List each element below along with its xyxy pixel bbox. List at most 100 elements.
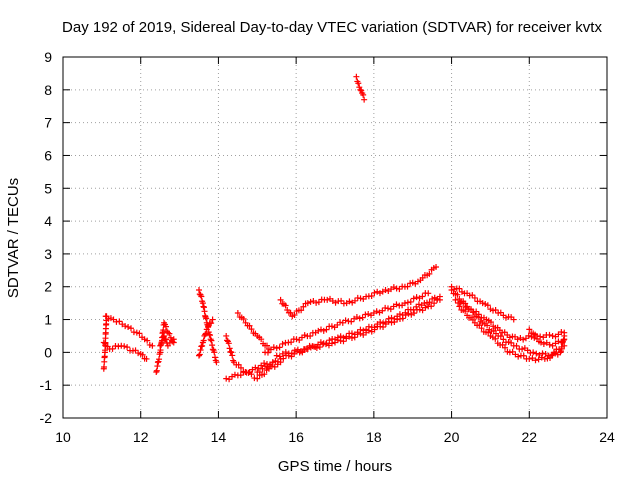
data-point xyxy=(202,330,209,337)
data-point xyxy=(122,323,129,330)
data-point xyxy=(282,302,289,309)
y-tick-label: 8 xyxy=(44,82,52,98)
data-point xyxy=(542,350,549,357)
data-point xyxy=(342,317,349,324)
series-track-morning-steep xyxy=(100,313,110,372)
data-point xyxy=(328,323,335,330)
data-point xyxy=(273,345,280,352)
y-tick-label: 1 xyxy=(44,312,52,328)
data-point xyxy=(529,355,536,362)
data-point xyxy=(361,96,368,103)
data-point xyxy=(304,300,311,307)
data-point xyxy=(307,332,314,339)
data-point xyxy=(212,354,219,361)
data-point xyxy=(226,376,233,383)
axis-ticks xyxy=(62,56,608,419)
data-point xyxy=(555,338,562,345)
data-point xyxy=(261,371,268,378)
series-track-rise-a xyxy=(262,290,432,356)
data-point xyxy=(404,283,411,290)
grid xyxy=(63,57,607,418)
data-point xyxy=(199,342,206,349)
data-point xyxy=(125,323,132,330)
data-point xyxy=(532,331,539,338)
data-point xyxy=(561,336,568,343)
data-point xyxy=(237,364,244,371)
data-point xyxy=(208,320,215,327)
data-point xyxy=(355,80,362,87)
y-tick-label: -1 xyxy=(40,377,53,393)
chart-title: Day 192 of 2019, Sidereal Day-to-day VTE… xyxy=(62,19,602,36)
data-point xyxy=(425,290,432,297)
data-point xyxy=(509,348,516,355)
series-track-evening-d xyxy=(456,303,568,364)
data-point xyxy=(520,352,527,359)
data-point xyxy=(160,327,167,334)
data-point xyxy=(419,293,426,300)
data-point xyxy=(279,350,286,357)
data-point xyxy=(128,325,134,332)
data-point xyxy=(519,346,526,353)
y-tick-label: 2 xyxy=(44,279,52,295)
data-point xyxy=(313,299,320,306)
data-point xyxy=(273,352,280,359)
data-point xyxy=(385,315,392,322)
series-track-night xyxy=(526,326,568,349)
data-point xyxy=(101,363,108,370)
data-point xyxy=(149,342,156,349)
data-point xyxy=(431,300,438,307)
data-point xyxy=(356,315,363,322)
data-point xyxy=(456,285,463,292)
data-point xyxy=(360,91,367,98)
data-point xyxy=(297,348,304,355)
data-point xyxy=(526,355,533,362)
data-point xyxy=(276,353,283,360)
data-point xyxy=(410,306,417,313)
data-point xyxy=(436,293,443,300)
series-track-1330 xyxy=(196,287,220,366)
data-point xyxy=(514,336,521,343)
x-tick-label: 20 xyxy=(444,429,460,445)
data-point xyxy=(340,334,347,341)
data-point xyxy=(170,336,177,343)
data-point xyxy=(476,322,483,329)
data-point xyxy=(388,314,395,321)
data-point xyxy=(294,346,301,353)
data-point xyxy=(196,352,202,359)
series-track-1500 xyxy=(234,309,272,353)
data-point xyxy=(510,316,517,323)
data-point xyxy=(456,303,463,310)
data-point xyxy=(264,349,271,356)
data-point xyxy=(162,336,169,343)
data-point xyxy=(537,333,544,340)
data-point xyxy=(143,355,150,362)
data-point xyxy=(200,337,207,344)
data-point xyxy=(382,287,389,294)
data-point xyxy=(334,334,341,341)
data-point xyxy=(351,297,358,304)
data-point xyxy=(109,345,116,352)
data-point xyxy=(223,375,230,382)
data-point xyxy=(502,344,508,351)
data-point xyxy=(415,301,422,308)
data-point xyxy=(513,342,520,349)
data-point xyxy=(497,333,504,340)
data-point xyxy=(549,332,556,339)
data-point xyxy=(124,344,131,351)
data-point xyxy=(300,303,307,310)
data-point xyxy=(293,336,300,343)
data-point xyxy=(540,334,547,341)
data-point xyxy=(380,320,387,327)
data-point xyxy=(203,326,210,333)
data-point xyxy=(353,314,360,321)
data-point xyxy=(558,348,565,355)
y-tick-label: 4 xyxy=(44,213,52,229)
data-point xyxy=(235,361,242,368)
data-point xyxy=(261,360,268,367)
data-point xyxy=(384,305,391,312)
data-point xyxy=(337,333,344,340)
data-point xyxy=(240,315,247,322)
y-tick-label: 3 xyxy=(44,246,52,262)
x-tick-label: 14 xyxy=(211,429,227,445)
data-point xyxy=(334,321,341,328)
